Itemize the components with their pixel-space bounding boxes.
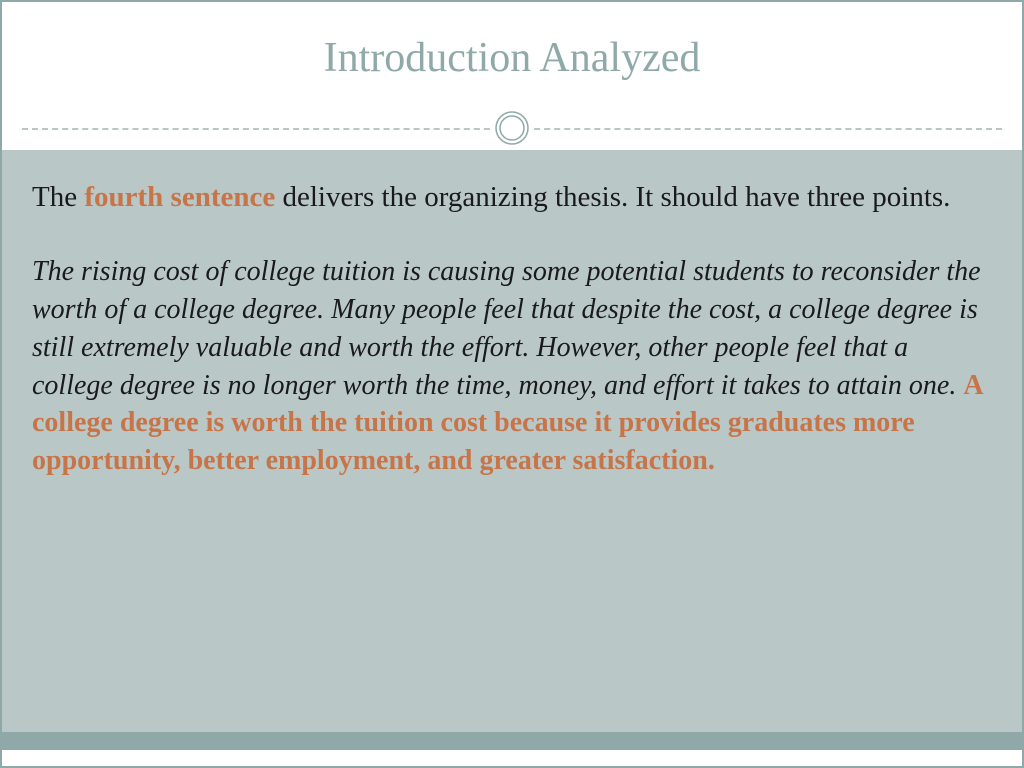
header-area: Introduction Analyzed [2,2,1022,150]
slide-container: Introduction Analyzed The fourth sentenc… [0,0,1024,768]
intro-prefix: The [32,181,84,213]
body-paragraph: The rising cost of college tuition is ca… [32,253,992,480]
intro-suffix: delivers the organizing thesis. It shoul… [275,181,950,213]
body-italic-text: The rising cost of college tuition is ca… [32,256,981,400]
slide-title: Introduction Analyzed [2,2,1022,82]
circle-ornament-icon [492,108,532,148]
bottom-accent-bar [2,732,1022,750]
content-area: The fourth sentence delivers the organiz… [2,150,1022,750]
intro-highlight: fourth sentence [84,181,275,213]
intro-sentence: The fourth sentence delivers the organiz… [32,178,992,217]
